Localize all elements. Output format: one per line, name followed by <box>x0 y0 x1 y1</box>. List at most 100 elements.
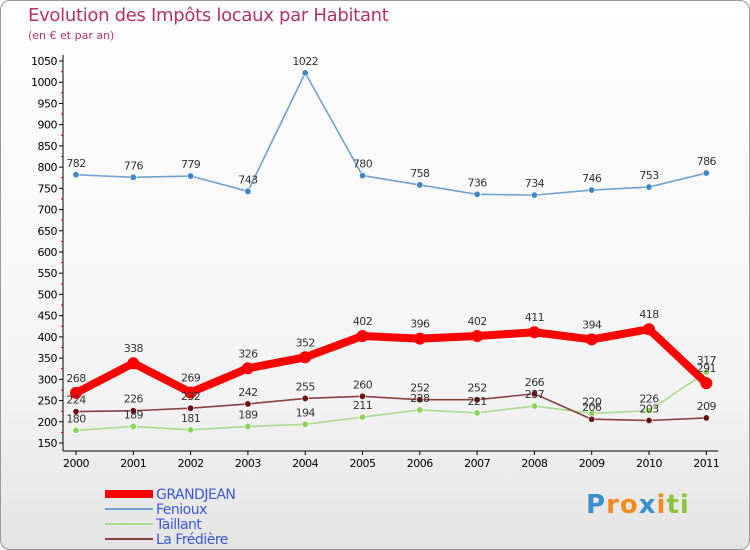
x-tick-label: 2003 <box>235 457 261 470</box>
data-point-taillant <box>129 422 137 430</box>
data-label-grandjean: 396 <box>410 318 430 331</box>
series-line-grandjean <box>72 325 711 397</box>
data-label-grandjean: 402 <box>353 315 372 328</box>
data-point-la-frediere <box>72 408 80 416</box>
x-tick-label: 2004 <box>292 457 318 470</box>
data-label-grandjean: 418 <box>639 308 659 321</box>
data-point-taillant <box>473 409 481 417</box>
data-point-fenioux <box>588 186 596 194</box>
data-point-taillant <box>358 413 366 421</box>
y-tick-label: 900 <box>38 119 58 132</box>
data-point-grandjean <box>471 330 484 343</box>
chart-axes: 150 200 250 300 350 400 450 500 550 600 650 700 750 8… <box>31 55 720 470</box>
y-tick-label: 250 <box>38 395 58 408</box>
data-point-grandjean <box>643 323 655 336</box>
data-label-grandjean: 411 <box>525 311 544 324</box>
data-label-fenioux: 743 <box>238 173 258 186</box>
data-label-taillant: 221 <box>467 395 486 408</box>
data-label-la-frediere: 252 <box>410 382 429 395</box>
logo-letter: i <box>656 490 667 520</box>
data-point-grandjean <box>184 386 197 399</box>
data-label-fenioux: 753 <box>639 169 659 182</box>
y-tick-label: 350 <box>38 352 58 365</box>
data-point-la-frediere <box>588 415 596 423</box>
y-tick-label: 850 <box>38 140 58 153</box>
data-point-la-frediere <box>530 390 538 398</box>
data-label-fenioux: 736 <box>467 176 487 189</box>
data-point-fenioux <box>358 172 366 180</box>
data-label-taillant: 211 <box>353 399 372 412</box>
data-point-fenioux <box>702 169 710 177</box>
data-label-fenioux: 780 <box>353 158 373 171</box>
y-tick-label: 1050 <box>31 55 57 68</box>
data-point-fenioux <box>72 171 80 179</box>
data-label-la-frediere: 209 <box>697 400 717 413</box>
data-point-fenioux <box>187 172 195 180</box>
y-tick-label: 750 <box>38 182 58 195</box>
data-label-fenioux: 776 <box>124 159 144 172</box>
data-label-la-frediere: 203 <box>639 403 659 416</box>
data-label-la-frediere: 266 <box>525 376 545 389</box>
data-label-taillant: 226 <box>639 393 659 406</box>
data-label-fenioux: 734 <box>525 177 545 190</box>
data-point-la-frediere <box>702 414 710 422</box>
data-point-fenioux <box>244 187 252 195</box>
x-tick-label: 2010 <box>636 457 662 470</box>
y-tick-label: 550 <box>38 267 58 280</box>
data-point-la-frediere <box>129 407 137 415</box>
data-point-grandjean <box>241 362 254 375</box>
y-tick-label: 650 <box>38 225 58 238</box>
data-point-la-frediere <box>358 392 366 400</box>
data-label-taillant: 237 <box>525 388 545 401</box>
data-point-fenioux <box>129 173 137 181</box>
data-label-la-frediere: 260 <box>353 378 373 391</box>
x-tick-label: 2006 <box>407 457 433 470</box>
y-tick-label: 500 <box>38 288 58 301</box>
data-point-taillant <box>244 422 252 430</box>
x-tick-label: 2002 <box>178 457 204 470</box>
data-label-grandjean: 352 <box>296 336 315 349</box>
data-point-grandjean <box>528 326 541 339</box>
data-label-taillant: 189 <box>124 408 144 421</box>
data-point-grandjean <box>700 377 713 390</box>
data-label-grandjean: 338 <box>124 342 144 355</box>
data-label-la-frediere: 255 <box>296 380 316 393</box>
data-point-taillant <box>645 407 653 415</box>
data-point-la-frediere <box>187 404 195 412</box>
legend-label-la-frediere: La Frédière <box>156 532 228 548</box>
logo-letter: x <box>638 490 657 520</box>
data-point-grandjean <box>127 357 140 370</box>
data-label-la-frediere: 242 <box>238 386 257 399</box>
series-layer <box>70 69 713 434</box>
data-label-la-frediere: 224 <box>66 394 86 407</box>
data-label-taillant: 181 <box>181 412 200 425</box>
data-point-taillant <box>416 406 424 414</box>
data-point-fenioux <box>301 69 309 77</box>
data-point-fenioux <box>473 190 481 198</box>
x-tick-label: 2007 <box>464 457 490 470</box>
data-point-la-frediere <box>645 417 653 425</box>
series-line-fenioux <box>75 72 708 196</box>
x-tick-label: 2009 <box>579 457 605 470</box>
legend-label-taillant: Taillant <box>155 517 202 533</box>
data-label-taillant: 180 <box>66 412 86 425</box>
x-tick-label: 2011 <box>693 457 719 470</box>
y-tick-label: 450 <box>38 310 58 323</box>
data-label-taillant: 194 <box>296 406 316 419</box>
data-label-fenioux: 782 <box>66 157 85 170</box>
data-point-la-frediere <box>301 394 309 402</box>
data-point-la-frediere <box>244 400 252 408</box>
data-label-fenioux: 786 <box>697 155 717 168</box>
data-label-la-frediere: 226 <box>124 393 144 406</box>
data-label-grandjean: 402 <box>467 315 486 328</box>
data-point-grandjean <box>356 330 369 343</box>
logo-letter: i <box>679 490 690 520</box>
x-tick-label: 2001 <box>120 457 146 470</box>
data-label-grandjean: 326 <box>238 347 258 360</box>
data-point-grandjean <box>413 332 426 345</box>
legend-label-fenioux: Fenioux <box>156 502 207 518</box>
series-line-taillant <box>75 371 708 432</box>
legend-label-grandjean: GRANDJEAN <box>156 487 235 503</box>
